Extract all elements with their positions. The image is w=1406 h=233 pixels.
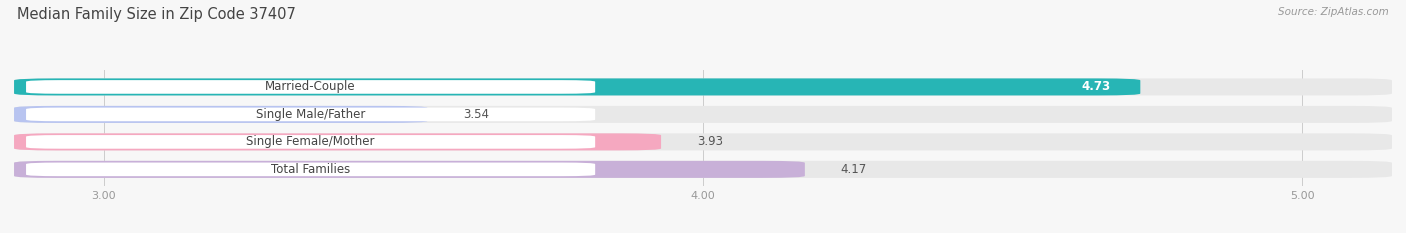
FancyBboxPatch shape bbox=[27, 135, 595, 149]
Text: 4.73: 4.73 bbox=[1081, 80, 1111, 93]
FancyBboxPatch shape bbox=[14, 133, 661, 151]
Text: Single Female/Mother: Single Female/Mother bbox=[246, 135, 375, 148]
Text: Single Male/Father: Single Male/Father bbox=[256, 108, 366, 121]
FancyBboxPatch shape bbox=[27, 80, 595, 94]
FancyBboxPatch shape bbox=[14, 106, 427, 123]
Text: 4.17: 4.17 bbox=[841, 163, 868, 176]
Text: Total Families: Total Families bbox=[271, 163, 350, 176]
Text: 3.93: 3.93 bbox=[697, 135, 723, 148]
Text: Married-Couple: Married-Couple bbox=[266, 80, 356, 93]
FancyBboxPatch shape bbox=[14, 133, 1392, 151]
Text: Source: ZipAtlas.com: Source: ZipAtlas.com bbox=[1278, 7, 1389, 17]
Text: 3.54: 3.54 bbox=[464, 108, 489, 121]
FancyBboxPatch shape bbox=[14, 161, 1392, 178]
FancyBboxPatch shape bbox=[14, 79, 1140, 96]
FancyBboxPatch shape bbox=[14, 106, 1392, 123]
Text: Median Family Size in Zip Code 37407: Median Family Size in Zip Code 37407 bbox=[17, 7, 295, 22]
FancyBboxPatch shape bbox=[27, 108, 595, 121]
FancyBboxPatch shape bbox=[27, 163, 595, 176]
FancyBboxPatch shape bbox=[14, 79, 1392, 96]
FancyBboxPatch shape bbox=[14, 161, 804, 178]
